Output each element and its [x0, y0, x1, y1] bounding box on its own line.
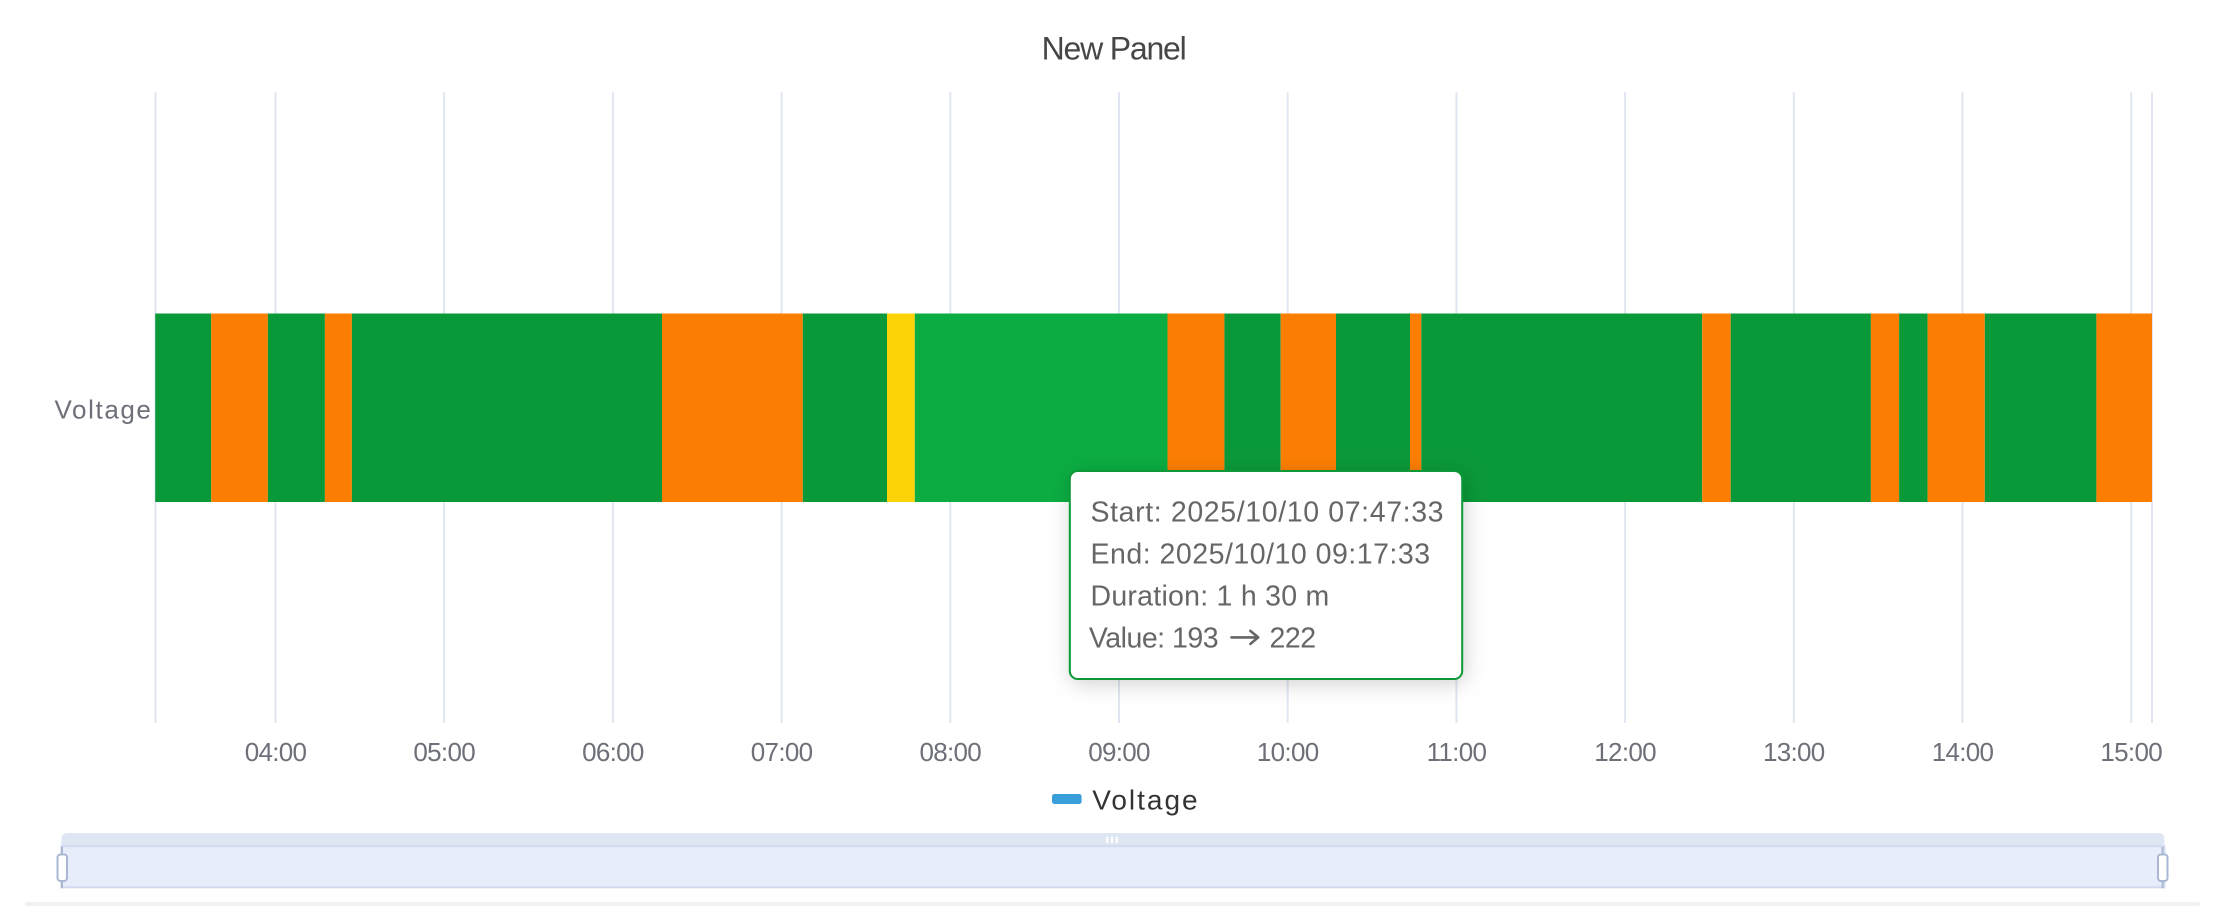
svg-text:05:00: 05:00	[413, 737, 475, 767]
svg-text:07:00: 07:00	[751, 737, 813, 767]
svg-text:13:00: 13:00	[1763, 737, 1825, 767]
svg-text:End: 2025/10/10 09:17:33: End: 2025/10/10 09:17:33	[1091, 539, 1431, 571]
svg-text:Duration: 1 h 30 m: Duration: 1 h 30 m	[1091, 581, 1330, 613]
svg-text:Start: 2025/10/10 07:47:33: Start: 2025/10/10 07:47:33	[1091, 496, 1445, 528]
svg-text:Voltage: Voltage	[1092, 785, 1199, 816]
svg-text:08:00: 08:00	[920, 737, 982, 767]
svg-text:Value: 193: Value: 193	[1089, 623, 1218, 655]
svg-text:09:00: 09:00	[1088, 737, 1150, 767]
svg-text:12:00: 12:00	[1594, 737, 1656, 767]
svg-text:222: 222	[1270, 623, 1316, 655]
svg-text:10:00: 10:00	[1257, 737, 1319, 767]
svg-text:15:00: 15:00	[2100, 737, 2162, 767]
svg-text:06:00: 06:00	[582, 737, 644, 767]
svg-text:Voltage: Voltage	[55, 395, 153, 425]
svg-text:04:00: 04:00	[245, 737, 307, 767]
svg-text:New Panel: New Panel	[1042, 31, 1186, 67]
svg-text:14:00: 14:00	[1932, 737, 1994, 767]
svg-text:11:00: 11:00	[1427, 737, 1487, 767]
